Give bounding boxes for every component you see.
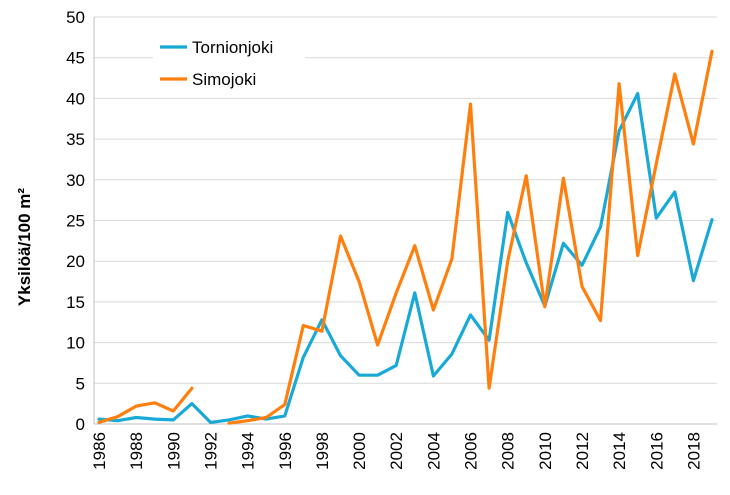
x-tick-label: 2004	[424, 432, 443, 470]
legend-background	[153, 30, 305, 96]
series-line-simojoki	[97, 386, 194, 424]
y-tick-label: 15	[66, 293, 85, 312]
series-lines	[97, 49, 714, 425]
x-tick-label: 1986	[90, 432, 109, 470]
y-tick-label: 50	[66, 8, 85, 27]
x-tick-label: 2008	[499, 432, 518, 470]
series-line-tornionjoki	[97, 91, 714, 424]
x-tick-label: 1994	[239, 432, 258, 470]
x-tick-label: 2010	[536, 432, 555, 470]
y-tick-label: 20	[66, 252, 85, 271]
x-tick-label: 2006	[462, 432, 481, 470]
axes	[93, 17, 717, 425]
x-tick-label: 1998	[313, 432, 332, 470]
x-tick-label: 1992	[201, 432, 220, 470]
x-tick-labels: 1986 1988 1990 1992 1994 1996 1998 2000 2002 2004…	[90, 432, 703, 470]
x-tick-label: 1988	[127, 432, 146, 470]
x-tick-label: 2014	[610, 432, 629, 470]
legend-label: Tornionjoki	[192, 38, 273, 57]
gridlines	[94, 16, 717, 384]
y-tick-label: 40	[66, 89, 85, 108]
y-tick-labels: 0 5 10 15 20 25 30 35 40 45 50	[66, 8, 85, 434]
x-tick-label: 2016	[647, 432, 666, 470]
y-tick-label: 25	[66, 212, 85, 231]
y-tick-label: 5	[76, 374, 85, 393]
y-tick-label: 10	[66, 334, 85, 353]
y-tick-label: 0	[76, 415, 85, 434]
x-tick-label: 1990	[164, 432, 183, 470]
x-tick-label: 2012	[573, 432, 592, 470]
series-line-simojoki	[227, 49, 714, 425]
x-tick-label: 2002	[387, 432, 406, 470]
y-tick-label: 35	[66, 130, 85, 149]
x-tick-label: 2018	[684, 432, 703, 470]
x-tick-label: 2000	[350, 432, 369, 470]
y-tick-label: 30	[66, 171, 85, 190]
legend: Tornionjoki Simojoki	[153, 30, 305, 96]
x-tick-label: 1996	[276, 432, 295, 470]
y-axis-label: Yksilöä/100 m²	[15, 188, 34, 306]
y-tick-label: 45	[66, 49, 85, 68]
legend-label: Simojoki	[192, 70, 256, 89]
